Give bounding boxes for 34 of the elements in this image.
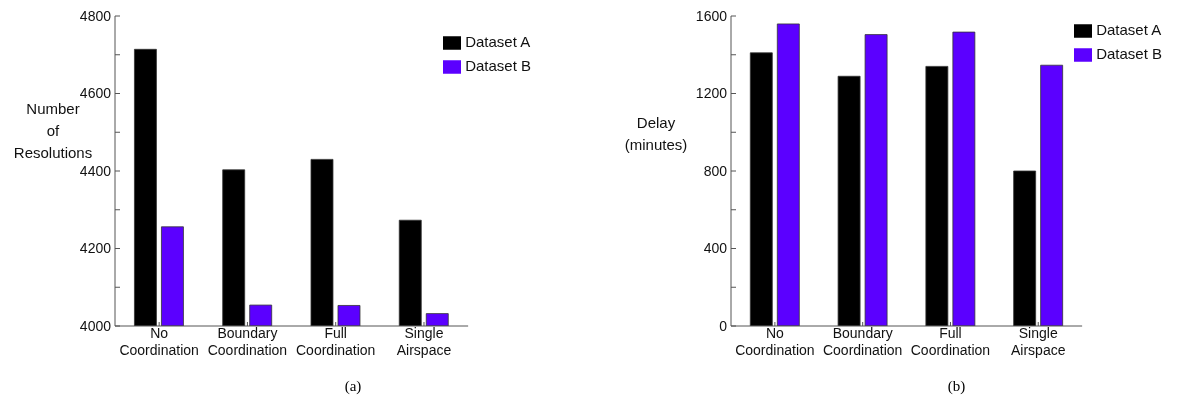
bar (925, 65, 949, 326)
legend-label: Dataset B (1096, 45, 1162, 62)
x-tick-label: Single Airspace (396, 325, 452, 358)
x-tick-label: Full Coordination (910, 325, 991, 358)
y-axis-title: Number of Resolutions (12, 100, 94, 163)
y-axis-title: Delay (minutes) (623, 113, 689, 155)
y-tick-label: 4000 (79, 317, 112, 334)
x-tick-label: No Coordination (735, 325, 815, 358)
bar (864, 34, 888, 326)
x-tick-label: Single Airspace (1011, 325, 1066, 358)
bar (1040, 64, 1064, 326)
bar (1013, 170, 1037, 326)
bar (749, 52, 773, 326)
x-tick-label: Full Coordination (296, 325, 376, 358)
y-tick-label: 0 (719, 317, 728, 334)
bar (952, 31, 976, 326)
text: (b) (946, 378, 967, 395)
y-tick-label: 4200 (79, 240, 112, 257)
y-tick-label: 1200 (695, 85, 728, 102)
y-tick-label: 4400 (79, 162, 112, 179)
legend-label: Dataset A (465, 33, 531, 50)
x-tick-label: Boundary Coordination (822, 325, 903, 358)
y-tick-label: 400 (703, 240, 728, 257)
x-tick-label: Boundary Coordination (207, 325, 288, 358)
bar (776, 23, 800, 326)
bar (837, 75, 861, 326)
legend-label: Dataset A (1096, 21, 1162, 38)
legend-label: Dataset B (465, 57, 531, 74)
y-tick-label: 800 (703, 162, 728, 179)
x-tick-label: No Coordination (119, 325, 199, 358)
y-tick-label: 1600 (695, 7, 728, 24)
y-tick-label: 4600 (79, 85, 112, 102)
y-tick-label: 4800 (79, 7, 112, 24)
text: (a) (343, 378, 363, 395)
